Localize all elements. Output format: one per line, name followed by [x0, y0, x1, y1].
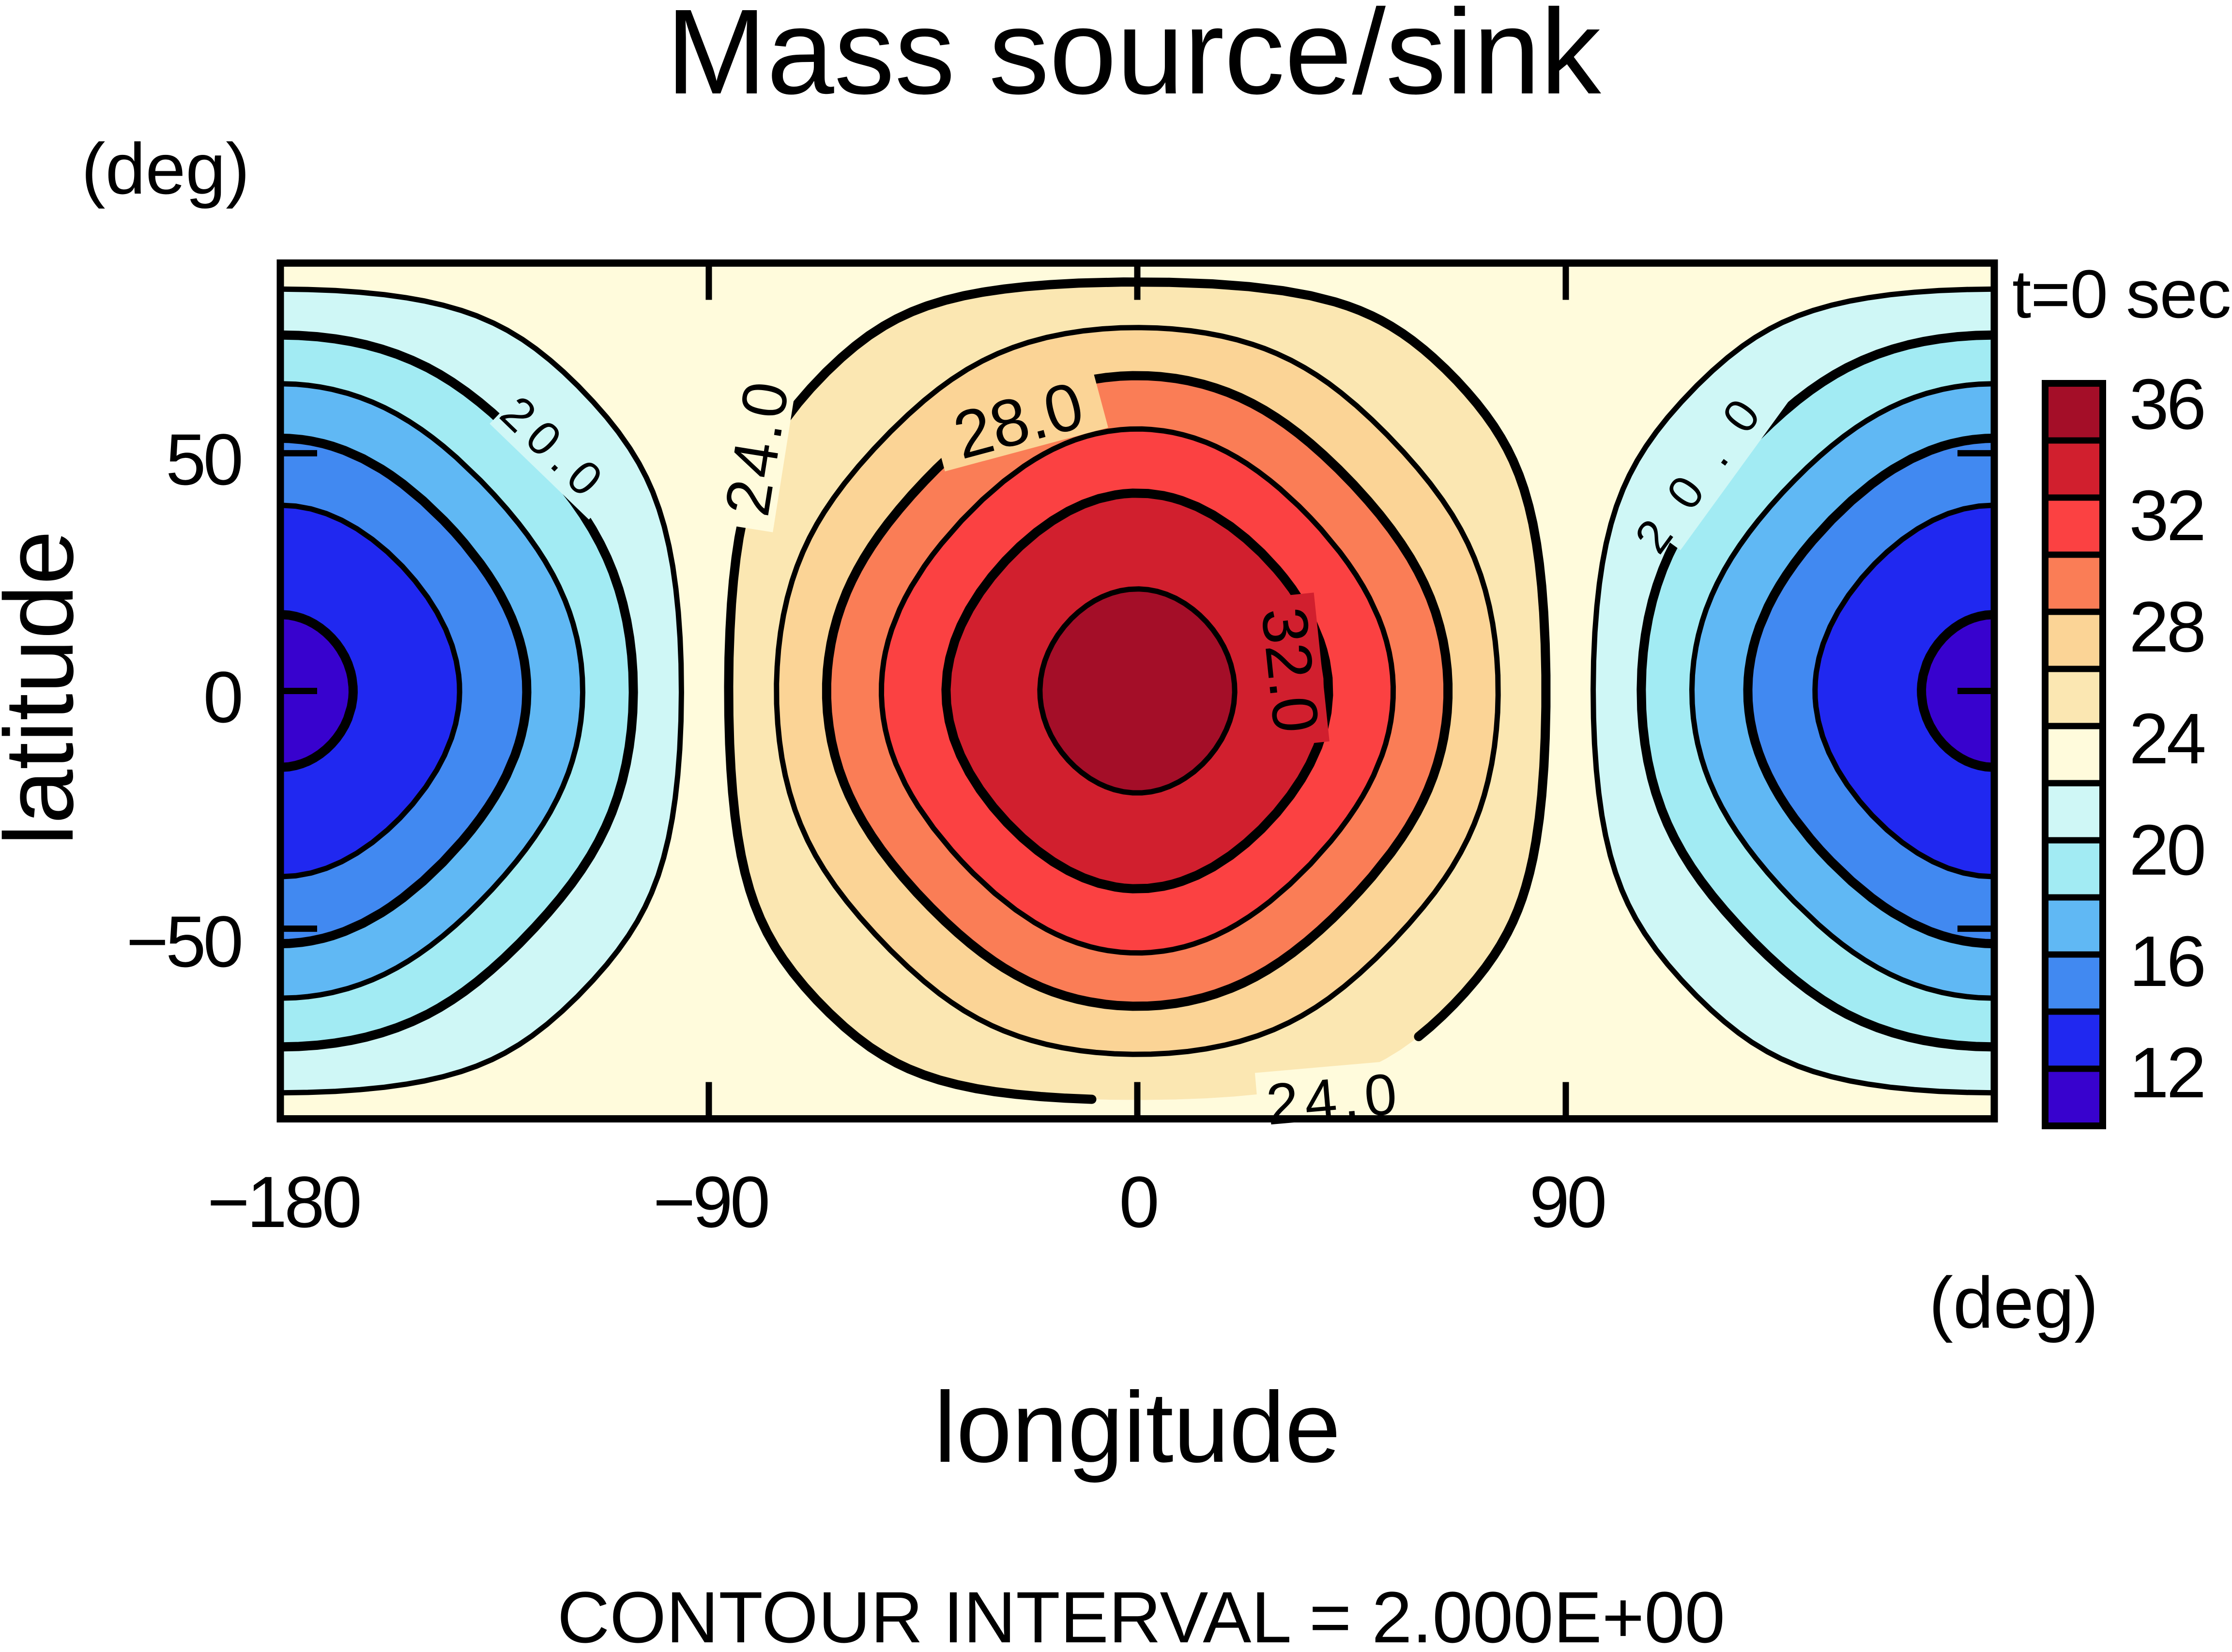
- svg-text:−90: −90: [653, 1161, 768, 1243]
- svg-text:0: 0: [1119, 1161, 1157, 1243]
- svg-text:longitude: longitude: [934, 1371, 1341, 1483]
- svg-text:90: 90: [1529, 1161, 1605, 1243]
- svg-text:32: 32: [2129, 476, 2204, 556]
- svg-text:32.0: 32.0: [1248, 604, 1332, 736]
- svg-text:(deg): (deg): [1929, 1262, 2098, 1343]
- svg-text:t=0 sec: t=0 sec: [2012, 256, 2231, 332]
- svg-text:0: 0: [203, 656, 241, 738]
- svg-text:20: 20: [2129, 810, 2204, 890]
- svg-text:CONTOUR INTERVAL = 2.000E+00: CONTOUR INTERVAL = 2.000E+00: [557, 1576, 1725, 1652]
- svg-text:(deg): (deg): [81, 128, 250, 209]
- svg-text:16: 16: [2129, 922, 2204, 1001]
- svg-text:24.0: 24.0: [1264, 1061, 1405, 1137]
- svg-text:12: 12: [2129, 1033, 2204, 1113]
- svg-text:−180: −180: [207, 1161, 359, 1243]
- svg-text:50: 50: [166, 419, 241, 500]
- svg-text:−50: −50: [126, 901, 241, 982]
- svg-text:Mass source/sink: Mass source/sink: [666, 0, 1601, 119]
- svg-text:36: 36: [2129, 364, 2204, 444]
- svg-text:24: 24: [2129, 699, 2204, 779]
- svg-text:latitude: latitude: [0, 530, 93, 846]
- svg-text:28: 28: [2129, 587, 2204, 667]
